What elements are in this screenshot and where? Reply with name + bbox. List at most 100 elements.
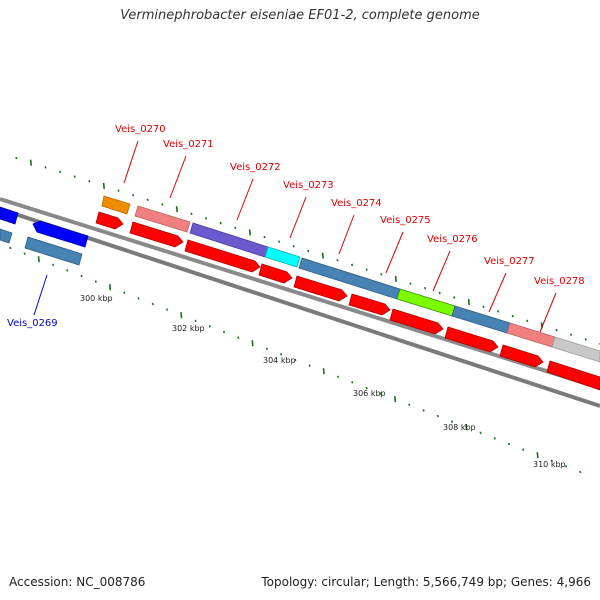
cds-arrow[interactable] (258, 263, 293, 284)
minor-tick (44, 166, 47, 169)
minor-tick (94, 280, 97, 283)
minor-tick (180, 312, 183, 319)
gene-label[interactable]: Veis_0276 (427, 234, 478, 245)
minor-tick (579, 470, 582, 474)
gene-veis-0271-arrow[interactable] (134, 205, 191, 233)
minor-tick (550, 459, 553, 463)
cds-arrow[interactable] (95, 211, 124, 230)
minor-tick (29, 159, 32, 166)
backbone-lower (0, 207, 600, 408)
gene-blue-arrow-left[interactable] (0, 206, 19, 225)
scale-label: 306 kbp (353, 389, 386, 398)
gene-leader-line (123, 140, 139, 184)
minor-tick (205, 217, 208, 220)
backbone-upper (0, 197, 600, 390)
minor-tick (508, 442, 511, 446)
gene-label[interactable]: Veis_0275 (380, 215, 431, 226)
minor-tick (151, 302, 154, 306)
minor-tick (265, 347, 268, 351)
gene-veis-0277-arrow[interactable] (506, 322, 556, 348)
cds-arrow[interactable] (348, 293, 391, 316)
minor-tick (526, 319, 529, 323)
minor-tick (80, 274, 83, 278)
minor-tick (278, 240, 281, 243)
gene-label[interactable]: Veis_0270 (115, 124, 166, 135)
gene-veis-0269-arrow[interactable] (24, 236, 83, 266)
minor-tick (365, 268, 368, 271)
minor-tick (280, 353, 283, 356)
minor-tick (166, 308, 169, 311)
minor-tick (194, 319, 197, 322)
minor-tick (137, 297, 140, 300)
cds-arrow[interactable] (184, 239, 261, 273)
minor-tick (497, 310, 500, 313)
gene-label[interactable]: Veis_0277 (484, 256, 535, 267)
gene-label[interactable]: Veis_0271 (163, 139, 214, 150)
minor-tick (237, 336, 240, 339)
minor-tick (175, 206, 178, 213)
minor-tick (467, 299, 470, 306)
gene-veis-0273-arrow[interactable] (264, 246, 301, 268)
minor-tick (219, 221, 222, 225)
minor-tick (394, 396, 397, 403)
gene-veis-0270-arrow[interactable] (101, 195, 131, 215)
cds-arrow[interactable] (444, 326, 499, 353)
minor-tick (351, 381, 354, 384)
minor-tick (493, 437, 496, 440)
cds-arrow[interactable] (129, 221, 184, 248)
gene-veis-0278-arrow[interactable] (551, 336, 600, 363)
minor-tick (117, 189, 120, 192)
gene-label[interactable]: Veis_0272 (230, 162, 281, 173)
minor-tick (321, 252, 324, 259)
gene-leader-line (539, 292, 557, 333)
gene-label[interactable]: Veis_0273 (283, 180, 334, 191)
scale-label: 310 kbp (533, 460, 566, 469)
minor-tick (223, 330, 226, 334)
gene-label[interactable]: Veis_0269 (7, 318, 58, 329)
gene-veis-0275-arrow[interactable] (396, 288, 456, 317)
minor-tick (308, 364, 311, 367)
minor-tick (451, 420, 454, 423)
minor-tick (436, 414, 439, 418)
minor-tick-marks (9, 156, 600, 474)
gene-label[interactable]: Veis_0278 (534, 276, 585, 287)
minor-tick (307, 249, 310, 253)
minor-tick (102, 182, 105, 189)
minor-tick (146, 198, 149, 202)
gene-steelblue-left[interactable] (0, 228, 13, 244)
gene-label[interactable]: Veis_0274 (331, 198, 382, 209)
scale-label: 304 kbp (263, 356, 296, 365)
gene-leader-line (236, 178, 254, 221)
scale-label: 300 kbp (80, 294, 113, 303)
gene-leader-line (488, 272, 507, 313)
minor-tick (208, 325, 211, 328)
minor-tick (294, 358, 297, 362)
minor-tick (23, 252, 26, 255)
minor-tick (161, 203, 164, 206)
cds-arrow[interactable] (546, 360, 600, 391)
minor-tick (351, 263, 354, 267)
minor-tick (37, 256, 40, 263)
gene-leader-line (169, 155, 187, 199)
minor-tick (322, 368, 325, 375)
minor-tick (59, 170, 62, 174)
gene-veis-0276-arrow[interactable] (451, 305, 511, 334)
minor-tick (565, 465, 568, 468)
minor-tick (248, 229, 251, 236)
minor-tick (408, 403, 411, 407)
cds-arrow[interactable] (499, 344, 544, 368)
map-title: Verminephrobacter eiseniae EF01-2, compl… (120, 8, 480, 23)
cds-arrow[interactable] (293, 275, 348, 302)
minor-tick (88, 180, 91, 183)
gene-blue-arrow[interactable] (32, 220, 89, 248)
minor-tick (337, 375, 340, 379)
forward-gene-track (0, 195, 600, 363)
minor-tick (52, 263, 55, 267)
minor-tick (422, 409, 425, 412)
cds-arrow[interactable] (389, 308, 444, 335)
minor-tick (132, 193, 135, 197)
gene-labels: Veis_0269Veis_0270Veis_0271Veis_0272Veis… (7, 124, 585, 333)
minor-tick (380, 273, 383, 276)
minor-tick (263, 235, 266, 239)
